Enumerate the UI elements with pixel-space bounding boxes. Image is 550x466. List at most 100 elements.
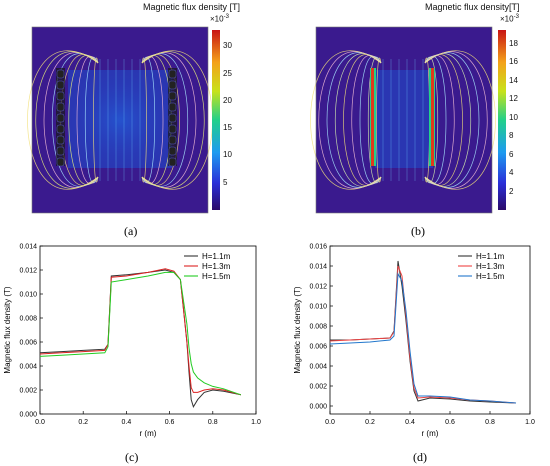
coil-turn (168, 146, 177, 156)
colorbar-tick-label: 10 (223, 150, 232, 160)
y-tick-label: 0.006 (19, 340, 37, 347)
x-tick-label: 1.0 (525, 419, 535, 426)
legend-entry: H=1.3m (202, 262, 231, 271)
coil-turn (56, 91, 65, 101)
colorbar-tick-label: 18 (509, 38, 518, 48)
legend-entry: H=1.1m (476, 252, 505, 261)
x-tick-label: 0.4 (405, 419, 415, 426)
series-line (329, 265, 517, 404)
chart-panel-c: 0.0 0.2 0.4 0.6 0.8 1.0 0.000 0.002 0.004 0.006 0.… (0, 240, 275, 466)
x-axis-label: r (m) (140, 429, 157, 438)
chart-panel-d: 0.0 0.2 0.4 0.6 0.8 1.0 0.000 0.002 0.004 0.006 0.… (275, 240, 550, 466)
colorbar-tick-label: 30 (223, 41, 232, 51)
y-tick-label: 0.006 (309, 344, 327, 351)
legend-entry: H=1.1m (202, 252, 231, 261)
x-tick-label: 0.2 (365, 419, 375, 426)
colorbar-tick-label: 14 (509, 75, 518, 85)
panel-label-d: (d) (413, 450, 427, 464)
y-tick-label: 0.008 (19, 316, 37, 323)
y-tick-label: 0.002 (19, 388, 37, 395)
coil-turn (168, 157, 177, 167)
y-axis-label: Magnetic flux density (T) (293, 286, 302, 373)
coil-turn (56, 113, 65, 123)
x-tick-label: 0.6 (445, 419, 455, 426)
y-tick-label: 0.016 (309, 244, 327, 251)
y-tick-label: 0.000 (19, 412, 37, 419)
y-tick-label: 0.014 (309, 264, 327, 271)
colorbar-tick-label: 15 (223, 123, 232, 133)
coil-turn (168, 135, 177, 145)
plot-frame (329, 245, 531, 415)
x-tick-label: 0.8 (485, 419, 495, 426)
coil-turn (56, 80, 65, 90)
field-line (424, 52, 480, 188)
y-tick-label: 0.002 (309, 384, 327, 391)
y-tick-label: 0.004 (19, 364, 37, 371)
colorbar-tick-label: 20 (223, 95, 232, 105)
legend-entry: H=1.5m (476, 272, 505, 281)
field-line (424, 50, 496, 190)
field-line (318, 51, 382, 189)
colorbar-tick-label: 12 (509, 94, 518, 104)
field-line (141, 52, 197, 188)
colorbar-tick-label: 10 (509, 112, 518, 122)
colorbar-tick-label: 6 (509, 149, 514, 159)
field-line (27, 50, 99, 190)
y-tick-label: 0.000 (309, 404, 327, 411)
coil-turn (168, 113, 177, 123)
colorbar-tick-label: 5 (223, 177, 228, 187)
x-tick-label: 0.0 (325, 419, 335, 426)
field-line (35, 51, 99, 189)
coil-left (56, 68, 65, 167)
field-line (310, 50, 382, 190)
colorbar-exponent: ×10-3 (210, 14, 229, 24)
y-tick-label: 0.004 (309, 364, 327, 371)
colorbar-b (498, 30, 506, 210)
panel-label-c: (c) (125, 450, 139, 464)
field-line (424, 51, 488, 189)
y-axis-label: Magnetic flux density (T) (3, 286, 12, 373)
y-tick-label: 0.008 (309, 324, 327, 331)
coil-turn (168, 91, 177, 101)
colorbar-title: Magnetic flux density [T] (143, 2, 241, 12)
colorbar-tick-label: 4 (509, 168, 514, 178)
x-tick-label: 0.0 (35, 419, 45, 426)
series-line (39, 271, 242, 396)
field-line (141, 51, 205, 189)
colorbar-tick-label: 2 (509, 186, 514, 196)
series-line (39, 269, 242, 409)
field-map-a (27, 26, 220, 214)
y-tick-label: 0.010 (309, 304, 327, 311)
simulation-panel-b: Magnetic flux density[T] ×10-3 18 16 14 12 1… (275, 0, 550, 238)
field-map-b (310, 26, 506, 214)
line-chart-d: 0.0 0.2 0.4 0.6 0.8 1.0 0.000 0.002 0.004 0.006 0.… (293, 244, 535, 439)
panel-label-b: (b) (411, 224, 425, 238)
series-line (330, 260, 517, 404)
series-line (329, 272, 517, 404)
coil-turn (56, 102, 65, 112)
coil-turn (168, 69, 177, 79)
colorbar-tick-label: 16 (509, 57, 518, 67)
coil-right (168, 68, 177, 167)
coil-turn (56, 69, 65, 79)
x-tick-label: 0.8 (208, 419, 218, 426)
series-line (39, 268, 242, 396)
coil-turn (168, 124, 177, 134)
line-chart-c: 0.0 0.2 0.4 0.6 0.8 1.0 0.000 0.002 0.004 0.006 0.… (3, 244, 261, 439)
y-tick-label: 0.014 (19, 244, 37, 251)
x-tick-label: 0.6 (165, 419, 175, 426)
simulation-panel-a: Magnetic flux density [T] ×10-3 30 25 20 15… (0, 0, 275, 238)
colorbar-exponent: ×10-3 (500, 14, 519, 24)
x-tick-label: 0.4 (122, 419, 132, 426)
coil-turn (168, 102, 177, 112)
colorbar-tick-label: 8 (509, 131, 514, 141)
colorbar-a (212, 30, 220, 210)
x-axis-label: r (m) (422, 429, 439, 438)
y-tick-label: 0.010 (19, 292, 37, 299)
coil-turn (56, 157, 65, 167)
field-line (43, 52, 99, 188)
panel-label-a: (a) (124, 224, 138, 238)
legend-entry: H=1.3m (476, 262, 505, 271)
field-line (326, 52, 382, 188)
legend-entry: H=1.5m (202, 272, 231, 281)
